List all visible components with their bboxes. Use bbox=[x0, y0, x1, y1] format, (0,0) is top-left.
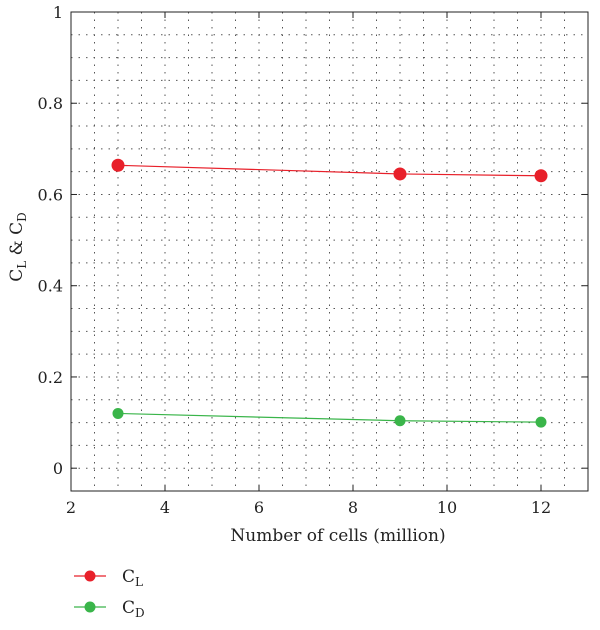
y-tick-label: 0 bbox=[53, 459, 63, 478]
y-tick-label: 0.4 bbox=[38, 277, 63, 296]
y-tick-label: 1 bbox=[53, 3, 63, 22]
series bbox=[111, 158, 548, 428]
data-point-cl bbox=[111, 158, 125, 172]
legend-label-cl: CL bbox=[122, 567, 143, 589]
legend: CL CD bbox=[74, 567, 145, 620]
y-tick-label: 0.6 bbox=[38, 185, 63, 204]
tick-labels: 2 4 6 8 10 12 0 0.2 0.4 0.6 0.8 1 bbox=[38, 3, 552, 517]
x-tick-label: 8 bbox=[348, 498, 358, 517]
x-tick-label: 12 bbox=[531, 498, 551, 517]
data-point-cl bbox=[393, 167, 407, 181]
plot-frame bbox=[70, 11, 589, 492]
x-axis-label: Number of cells (million) bbox=[230, 526, 445, 546]
y-axis-label-mid: & C bbox=[7, 222, 27, 261]
y-axis-label-main: C bbox=[7, 269, 27, 282]
legend-marker-cl bbox=[84, 570, 96, 582]
x-tick-label: 4 bbox=[160, 498, 170, 517]
y-tick-label: 0.2 bbox=[38, 368, 63, 387]
legend-marker-cd bbox=[84, 601, 96, 613]
x-tick-label: 2 bbox=[66, 498, 76, 517]
data-point-cl bbox=[534, 169, 548, 183]
y-axis-label: CL & CD bbox=[7, 212, 29, 282]
x-tick-label: 10 bbox=[437, 498, 457, 517]
data-point-cd bbox=[394, 415, 406, 427]
y-tick-label: 0.8 bbox=[38, 94, 63, 113]
legend-label-cd: CD bbox=[122, 598, 145, 620]
ticks bbox=[70, 11, 588, 491]
y-axis-label-sub2: D bbox=[15, 212, 29, 222]
y-axis-label-sub1: L bbox=[15, 261, 29, 269]
x-tick-label: 6 bbox=[254, 498, 264, 517]
data-point-cd bbox=[535, 416, 547, 428]
data-point-cd bbox=[112, 407, 124, 419]
